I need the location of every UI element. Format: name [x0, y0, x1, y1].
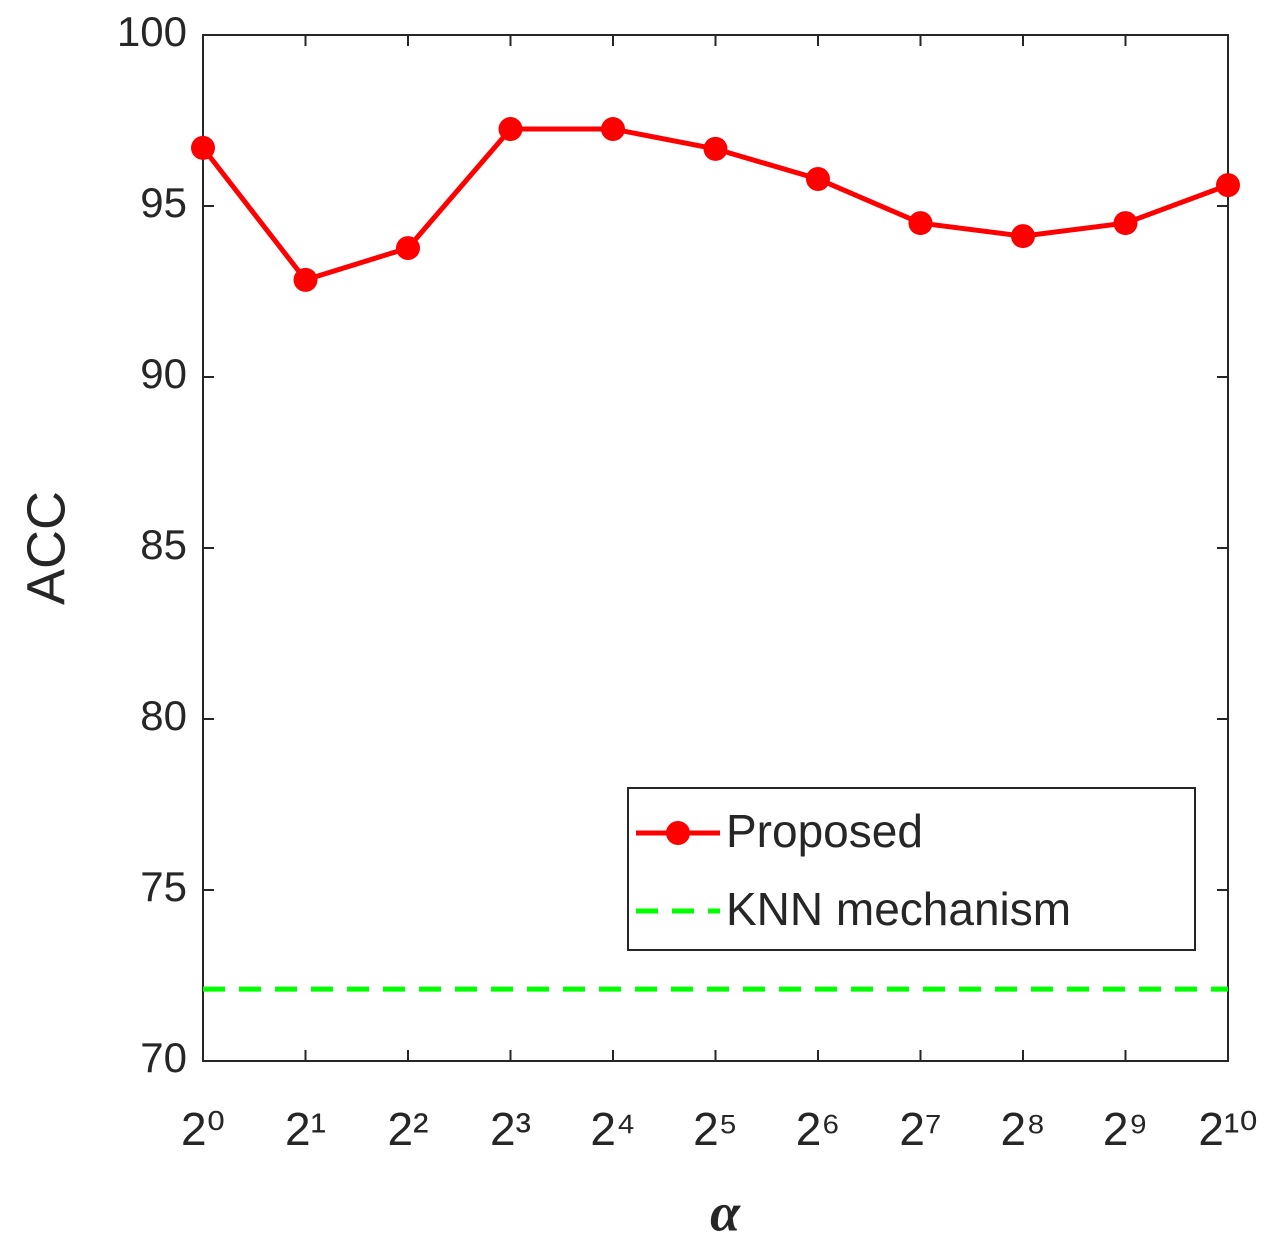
marker — [601, 117, 625, 142]
marker — [191, 135, 215, 160]
legend-label: Proposed — [726, 805, 923, 857]
marker — [293, 267, 318, 292]
marker — [498, 117, 523, 142]
marker — [1011, 224, 1035, 249]
y-tick-label: 90 — [140, 350, 187, 397]
marker — [1216, 173, 1240, 198]
y-tick-label: 100 — [117, 8, 187, 55]
marker — [1113, 211, 1138, 236]
x-tick-label: 2⁰ — [181, 1103, 225, 1155]
legend-marker — [666, 821, 690, 845]
x-tick-label: 2⁴ — [590, 1103, 635, 1155]
x-axis-label: α — [710, 1182, 741, 1242]
marker — [806, 166, 830, 191]
x-tick-label: 2⁵ — [693, 1103, 738, 1155]
x-tick-label: 2¹ — [285, 1103, 326, 1155]
legend-label: KNN mechanism — [726, 883, 1071, 935]
x-tick-label: 2⁸ — [1001, 1103, 1046, 1155]
x-tick-label: 2⁶ — [796, 1103, 841, 1155]
x-tick-label: 2³ — [490, 1103, 531, 1155]
y-axis-label: ACC — [16, 491, 76, 605]
y-tick-label: 85 — [140, 521, 187, 568]
x-tick-label: 2² — [388, 1103, 429, 1155]
marker — [908, 211, 933, 236]
y-tick-label: 75 — [140, 863, 187, 910]
y-tick-label: 80 — [140, 692, 187, 739]
x-tick-label: 2¹⁰ — [1198, 1103, 1257, 1155]
y-tick-label: 70 — [140, 1034, 187, 1081]
y-tick-label: 95 — [140, 179, 187, 226]
legend-box — [627, 787, 1196, 951]
marker — [396, 236, 420, 261]
marker — [703, 136, 728, 161]
x-tick-label: 2⁷ — [899, 1103, 941, 1155]
x-tick-label: 2⁹ — [1103, 1103, 1148, 1155]
